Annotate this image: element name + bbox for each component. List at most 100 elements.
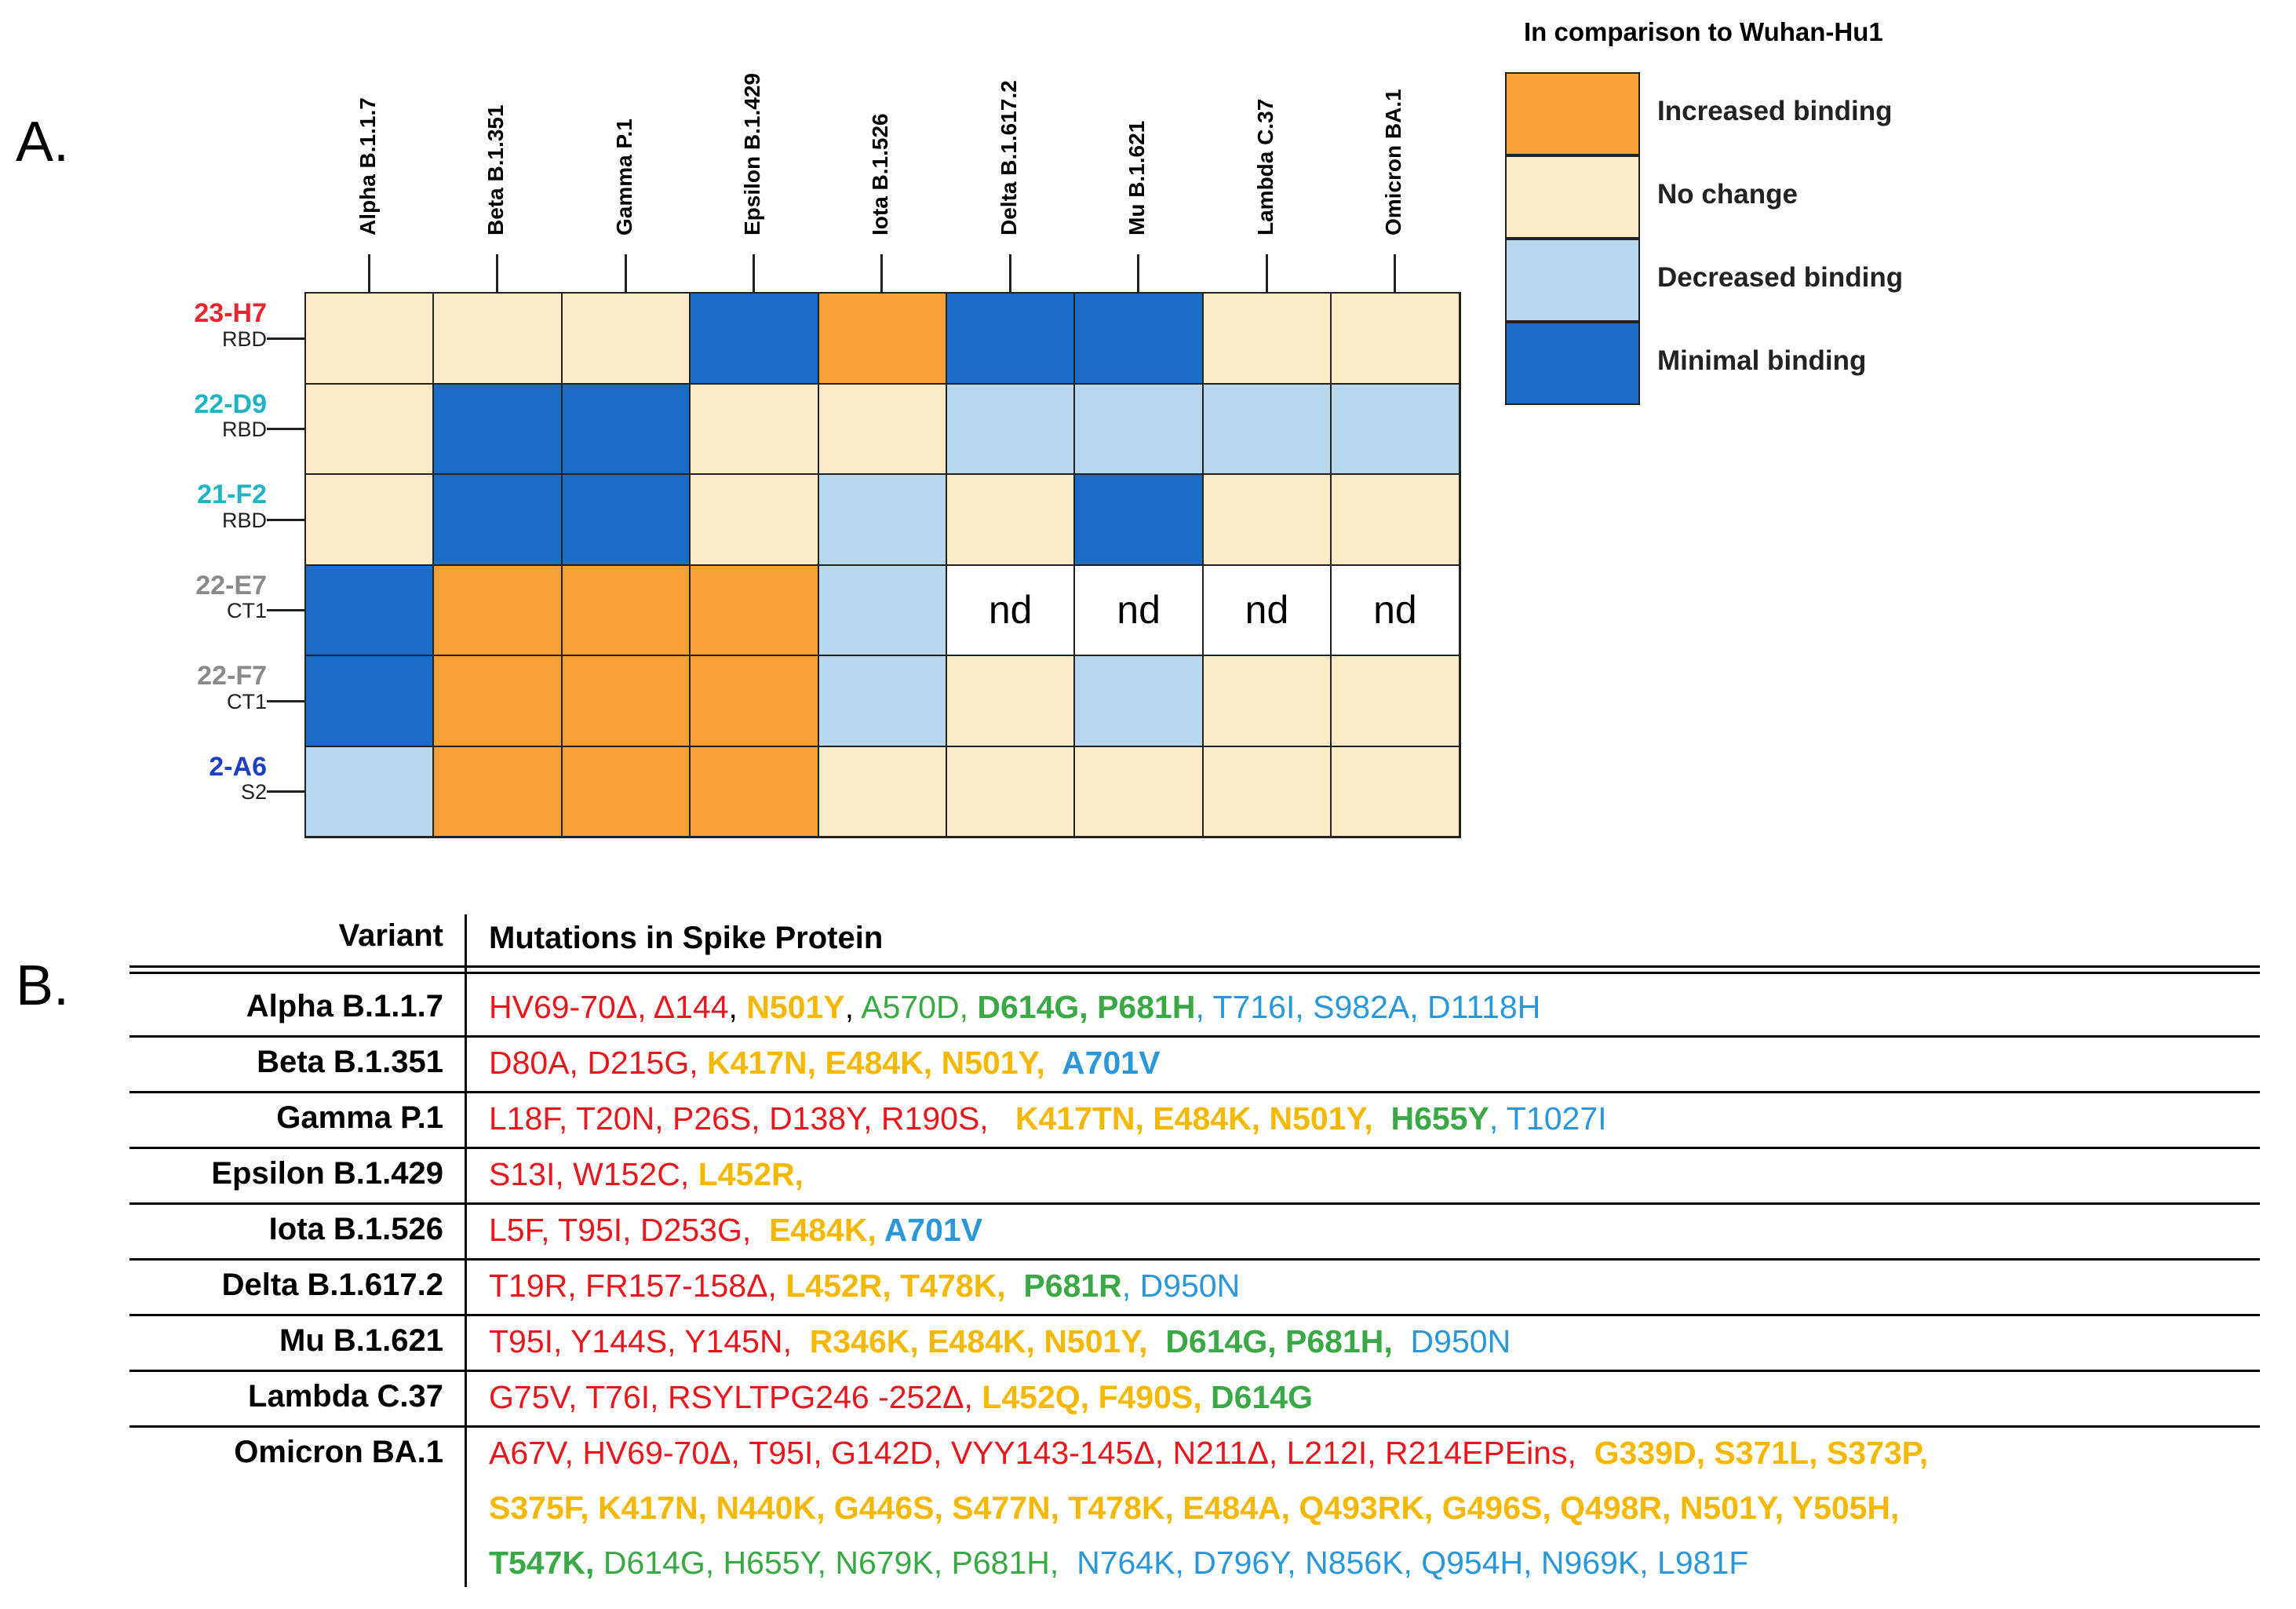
row-rule [129, 1202, 2260, 1205]
heatmap-cell-nc [304, 473, 435, 566]
legend-swatch-inc [1505, 72, 1640, 155]
heatmap-cell-nc [1201, 655, 1332, 747]
heatmap-cell-min [432, 473, 563, 566]
column-tick [880, 254, 884, 292]
variant-column-label: Iota B.1.526 [868, 113, 893, 235]
mutation-text: T19R, FR157-158Δ, [489, 1268, 786, 1304]
row-tick [267, 428, 304, 431]
variant-column-label: Lambda C.37 [1252, 98, 1277, 235]
column-tick [752, 254, 755, 292]
variant-name: Omicron BA.1 [234, 1435, 443, 1469]
legend-swatch-nc [1505, 155, 1640, 239]
mutation-text: D950N [1401, 1323, 1511, 1359]
heatmap-cell-nc [432, 292, 563, 385]
mutation-text: D614G, P681H [977, 989, 1196, 1025]
mutation-line: HV69-70Δ, Δ144, N501Y, A570D, D614G, P68… [489, 989, 1540, 1026]
column-tick [624, 254, 627, 292]
heatmap-cell-nd: nd [1201, 564, 1332, 656]
row-tick [267, 699, 304, 702]
mutation-line: T19R, FR157-158Δ, L452R, T478K, P681R, D… [489, 1268, 1240, 1304]
heatmap-cell-nc [946, 655, 1076, 747]
legend-label: No change [1657, 179, 1798, 210]
heatmap-cell-dec [817, 655, 947, 747]
variant-name: Lambda C.37 [248, 1379, 443, 1414]
mutation-text: , T1027I [1489, 1100, 1607, 1137]
row-tick [267, 518, 304, 521]
mutation-text: HV69-70Δ, Δ144 [489, 989, 729, 1025]
legend-title: In comparison to Wuhan-Hu1 [1524, 17, 1883, 46]
heatmap-cell-nc [689, 382, 819, 475]
mutation-line: S13I, W152C, L452R, [489, 1156, 804, 1193]
heatmap-cell-min [304, 655, 435, 747]
heatmap-cell-inc [432, 655, 563, 747]
antibody-name: 22-E7 [195, 570, 267, 600]
heatmap-cell-nc [689, 473, 819, 566]
variant-column-label: Beta B.1.351 [483, 104, 508, 235]
heatmap-cell-nc [1330, 292, 1460, 385]
column-tick [1008, 254, 1011, 292]
row-tick [267, 337, 304, 340]
mutation-text: T547K, [489, 1545, 603, 1581]
mutation-text: , T716I, S982A, D1118H [1195, 989, 1541, 1025]
heatmap-cell-dec [817, 564, 947, 656]
antibody-row-label: 21-F2 RBD [126, 480, 267, 531]
heatmap-cell-min [946, 292, 1076, 385]
mutation-text: L452R, [698, 1156, 804, 1192]
heatmap-cell-nc [946, 745, 1076, 837]
mutation-text: S375F, K417N, N440K, G446S, S477N, T478K… [489, 1490, 1900, 1526]
row-rule [129, 1258, 2260, 1261]
heatmap-cell-nc [817, 382, 947, 475]
mutation-text: D80A, D215G, [489, 1045, 708, 1081]
mutation-text: G339D, S371L, S373P, [1585, 1435, 1929, 1471]
variant-name: Gamma P.1 [276, 1100, 443, 1135]
variant-column-label: Gamma P.1 [611, 119, 636, 235]
antibody-row-label: 22-D9 RBD [126, 390, 267, 442]
antibody-name: 23-H7 [194, 298, 267, 328]
antibody-domain: RBD [221, 418, 267, 442]
mutation-line: L18F, T20N, P26S, D138Y, R190S, K417TN, … [489, 1100, 1607, 1137]
heatmap-cell-dec [1201, 382, 1332, 475]
heatmap-cell-min [560, 473, 691, 566]
mutation-line: D80A, D215G, K417N, E484K, N501Y, A701V [489, 1045, 1160, 1082]
antibody-name: 2-A6 [209, 751, 267, 782]
heatmap-cell-inc [689, 745, 819, 837]
mutation-text: K417N, E484K, N501Y, [707, 1045, 1055, 1081]
antibody-row-label: 22-F7 CT1 [126, 662, 267, 713]
mutation-text: L18F, T20N, P26S, D138Y, R190S, [489, 1100, 998, 1137]
mutation-text: G75V, T76I, RSYLTPG246 -252Δ, [489, 1379, 982, 1415]
heatmap-cell-min [304, 564, 435, 656]
heatmap-cell-dec [1073, 382, 1204, 475]
heatmap-cell-nd: nd [946, 564, 1076, 656]
heatmap-cell-nc [1201, 292, 1332, 385]
mutation-text: A701V [884, 1212, 983, 1248]
mutation-text: D614G, P681H, [1156, 1323, 1402, 1359]
heatmap-cell-inc [560, 655, 691, 747]
heatmap-cell-dec [1073, 655, 1204, 747]
legend-label: Increased binding [1657, 96, 1893, 126]
row-rule [129, 1370, 2260, 1372]
mutation-text: K417TN, E484K, N501Y, [997, 1100, 1383, 1137]
heatmap-cell-min [432, 382, 563, 475]
variant-name: Mu B.1.621 [279, 1323, 443, 1358]
mutation-line: T547K, D614G, H655Y, N679K, P681H, N764K… [489, 1545, 1748, 1582]
heatmap-cell-inc [560, 564, 691, 656]
row-rule [129, 1035, 2260, 1038]
mutation-text: A701V [1054, 1045, 1161, 1081]
heatmap-cell-inc [689, 564, 819, 656]
column-tick [1265, 254, 1268, 292]
panel-b-label: B. [16, 954, 70, 1017]
mutation-text: , [728, 989, 747, 1025]
heatmap-cell-min [1073, 292, 1204, 385]
mutation-text: L5F, T95I, D253G, [489, 1212, 760, 1248]
heatmap-cell-dec [946, 382, 1076, 475]
heatmap-cell-min [560, 382, 691, 475]
header-rule [129, 972, 2260, 974]
antibody-name: 22-F7 [197, 661, 267, 691]
mutation-text: S13I, W152C, [489, 1156, 698, 1192]
antibody-domain: CT1 [226, 689, 267, 713]
antibody-name: 21-F2 [197, 480, 267, 509]
row-rule [129, 1314, 2260, 1316]
variant-column-label: Delta B.1.617.2 [996, 80, 1021, 235]
mutation-line: G75V, T76I, RSYLTPG246 -252Δ, L452Q, F49… [489, 1379, 1313, 1416]
variant-column-label: Alpha B.1.1.7 [355, 97, 380, 235]
